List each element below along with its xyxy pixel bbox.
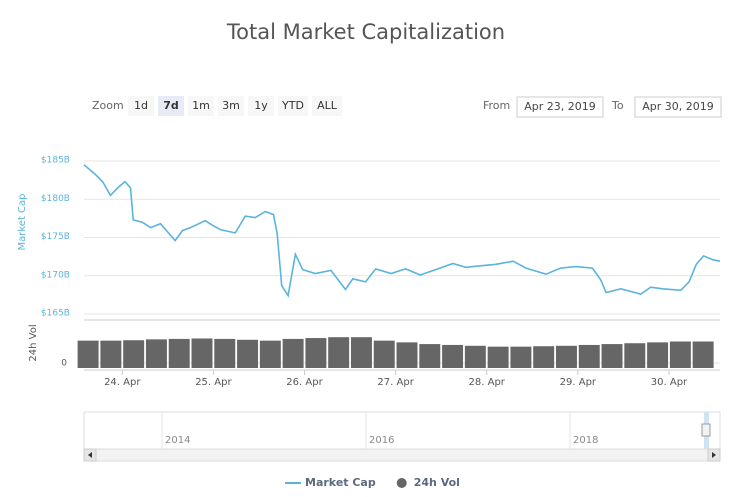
range-button[interactable] [312,96,342,116]
volume-bar [328,337,350,368]
range-button-label[interactable]: 1d [134,99,148,112]
navigator-handle[interactable] [701,423,711,437]
volume-bar [396,342,418,368]
from-input[interactable] [516,96,604,118]
to-date[interactable]: Apr 30, 2019 [642,100,714,113]
market-cap-line [83,164,721,298]
volume-bar [487,346,509,368]
y2-axis-title: 24h Vol [28,324,39,361]
x-tick-label: 29. Apr [560,377,597,388]
volume-bar [464,345,486,368]
navigator-label: 2014 [165,435,190,446]
y-tick-label: $185B [41,156,70,166]
x-tick-label: 24. Apr [104,377,141,388]
range-button-label[interactable]: 3m [222,99,240,112]
volume-bar [168,338,190,368]
from-date[interactable]: Apr 23, 2019 [524,100,596,113]
x-tick-label: 27. Apr [377,377,414,388]
arrow [712,452,716,458]
volume-bar [442,344,464,368]
to-label: To [611,99,624,112]
volume-bar [214,338,236,368]
range-button-label[interactable]: 1y [254,99,268,112]
chart-title: Total Market Capitalization [226,20,505,44]
range-button[interactable] [128,96,154,116]
range-button[interactable] [218,96,244,116]
y2-tick-label: 0 [61,359,67,369]
volume-bar [555,345,577,368]
volume-bar [601,344,623,368]
volume-bar [510,346,532,368]
range-button[interactable] [188,96,214,116]
volume-bar [123,340,145,368]
x-tick-label: 26. Apr [286,377,323,388]
volume-bar [669,341,691,368]
range-button[interactable] [248,96,274,116]
y-axis-title: Market Cap [17,193,28,250]
navigator-label: 2016 [369,435,394,446]
volume-bar [282,338,304,368]
legend-symbol[interactable] [396,478,407,488]
x-tick-label: 25. Apr [195,377,232,388]
volume-bar [647,342,669,368]
volume-bar [237,339,259,368]
to-input[interactable] [634,96,722,118]
arrow [88,452,92,458]
volume-bar [533,346,555,368]
volume-bar [259,340,281,368]
range-button[interactable] [158,96,184,116]
scrollbar[interactable] [83,448,721,462]
from-label: From [483,99,510,112]
y-tick-label: $165B [41,309,70,319]
volume-bar [77,340,99,368]
legend-label[interactable]: Market Cap [305,476,376,489]
volume-bar [305,338,327,368]
range-button-label[interactable]: 1m [192,99,210,112]
volume-bar [145,339,167,368]
volume-bar [624,343,646,368]
range-button[interactable] [278,96,308,116]
y-tick-label: $175B [41,232,70,242]
volume-bar [578,344,600,368]
legend-label[interactable]: 24h Vol [414,476,460,489]
volume-bar [419,344,441,368]
volume-bar [692,341,714,368]
range-button-label[interactable]: ALL [317,99,338,112]
volume-bar [100,340,122,368]
volume-bar [350,337,372,368]
volume-bar [373,340,395,368]
navigator-label: 2018 [573,435,598,446]
x-tick-label: 30. Apr [651,377,688,388]
range-button-label[interactable]: YTD [281,99,304,112]
x-tick-label: 28. Apr [469,377,506,388]
y-tick-label: $170B [41,270,70,280]
zoom-label: Zoom [92,99,124,112]
range-button-label[interactable]: 7d [163,99,179,112]
y-tick-label: $180B [41,194,70,204]
volume-bar [191,338,213,368]
